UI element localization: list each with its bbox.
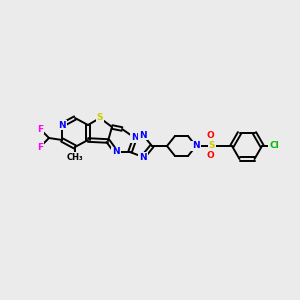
Text: S: S xyxy=(97,113,103,122)
Text: N: N xyxy=(139,130,147,140)
Text: O: O xyxy=(206,152,214,160)
Text: F: F xyxy=(37,142,43,152)
Text: N: N xyxy=(112,148,120,157)
Text: F: F xyxy=(37,124,43,134)
Text: N: N xyxy=(139,152,147,161)
Text: CH₃: CH₃ xyxy=(67,152,83,161)
Text: S: S xyxy=(209,142,215,151)
Text: N: N xyxy=(131,134,139,142)
Text: N: N xyxy=(58,121,66,130)
Text: N: N xyxy=(192,142,200,151)
Text: Cl: Cl xyxy=(269,142,279,151)
Text: O: O xyxy=(206,131,214,140)
